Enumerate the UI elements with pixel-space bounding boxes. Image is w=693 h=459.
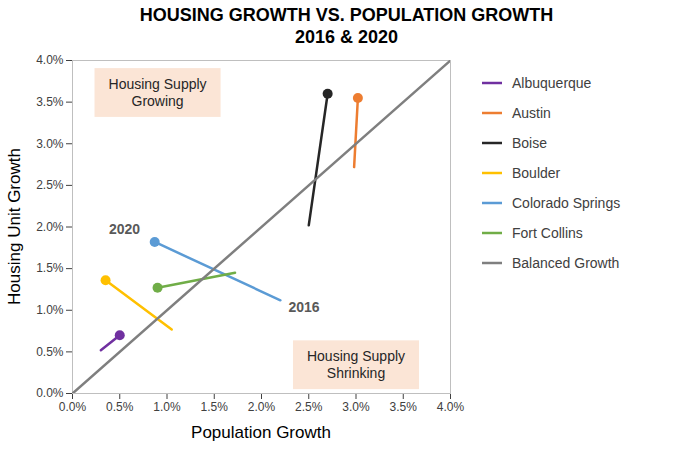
- svg-text:0.0%: 0.0%: [36, 386, 64, 400]
- svg-text:Housing Unit Growth: Housing Unit Growth: [5, 148, 24, 305]
- svg-text:1.0%: 1.0%: [153, 400, 181, 414]
- svg-text:Population Growth: Population Growth: [191, 423, 331, 442]
- svg-text:4.0%: 4.0%: [437, 400, 465, 414]
- svg-text:0.5%: 0.5%: [36, 345, 64, 359]
- html-text:HOUSING GROWTH VS. POPULATION: HOUSING GROWTH VS. POPULATION GROWTH: [139, 5, 554, 25]
- svg-text:1.0%: 1.0%: [36, 303, 64, 317]
- html-text:Colorado Springs: Colorado Springs: [512, 195, 621, 211]
- svg-text:2.5%: 2.5%: [36, 178, 64, 192]
- svg-text:4.0%: 4.0%: [36, 53, 64, 67]
- html-text:2016 & 2020: 2016 & 2020: [295, 27, 398, 47]
- html-text:Boulder: Boulder: [512, 165, 561, 181]
- svg-text:3.0%: 3.0%: [342, 400, 370, 414]
- svg-text:1.5%: 1.5%: [36, 261, 64, 275]
- html-text:Fort Collins: Fort Collins: [512, 225, 583, 241]
- svg-text:0.5%: 0.5%: [106, 400, 134, 414]
- svg-text:Housing SupplyGrowing: Housing SupplyGrowing: [109, 76, 207, 109]
- svg-text:2.0%: 2.0%: [248, 400, 276, 414]
- svg-text:3.5%: 3.5%: [36, 95, 64, 109]
- html-text:Austin: Austin: [512, 105, 551, 121]
- svg-text:1.5%: 1.5%: [201, 400, 229, 414]
- svg-text:2016: 2016: [288, 299, 319, 315]
- svg-text:2.5%: 2.5%: [295, 400, 323, 414]
- svg-text:2.0%: 2.0%: [36, 220, 64, 234]
- html-text:Balanced Growth: Balanced Growth: [512, 255, 620, 271]
- svg-text:3.0%: 3.0%: [36, 137, 64, 151]
- svg-text:0.0%: 0.0%: [59, 400, 87, 414]
- svg-text:2020: 2020: [109, 221, 140, 237]
- html-text:Boise: Boise: [512, 135, 547, 151]
- svg-text:Housing SupplyShrinking: Housing SupplyShrinking: [307, 348, 405, 381]
- html-text:Albuquerque: Albuquerque: [512, 75, 592, 91]
- svg-text:3.5%: 3.5%: [390, 400, 418, 414]
